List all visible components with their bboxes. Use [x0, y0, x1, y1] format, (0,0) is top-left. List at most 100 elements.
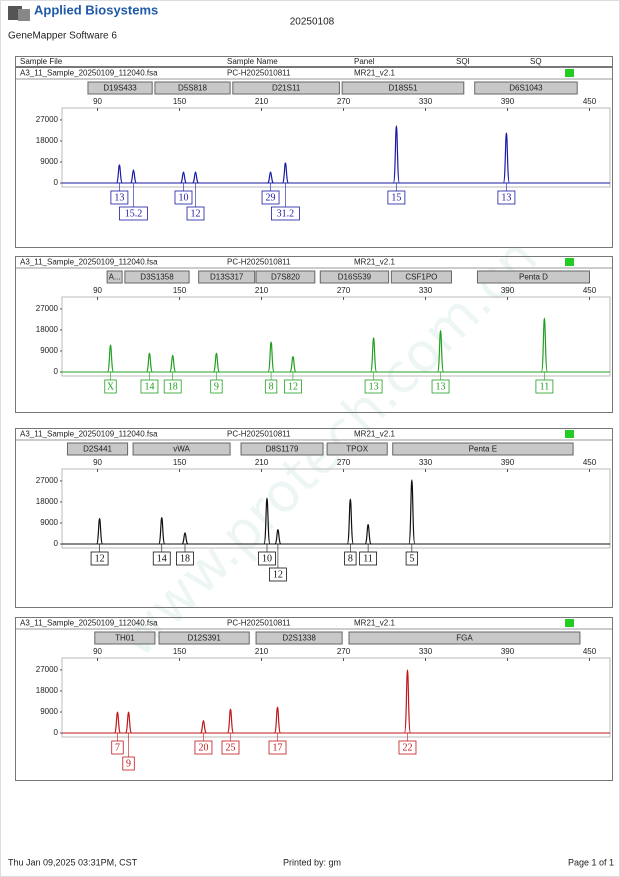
peak	[158, 517, 166, 545]
marker-name: Penta E	[469, 445, 497, 454]
peak	[274, 529, 282, 545]
y-tick-label: 27000	[36, 665, 59, 674]
allele-box	[398, 740, 417, 755]
peak	[199, 720, 208, 734]
allele-label: 11	[363, 553, 373, 564]
allele-box	[268, 740, 287, 755]
plot-frame	[61, 657, 611, 738]
peak	[263, 497, 271, 545]
panel: A3_11_Sample_20250109_112040.fsa PC-H2025…	[15, 617, 613, 781]
x-tick-label: 450	[583, 458, 597, 467]
marker-box	[474, 81, 578, 95]
panel-frame	[15, 428, 613, 608]
marker-box	[232, 81, 340, 95]
y-tick-label: 9000	[40, 518, 58, 527]
x-tick-label: 450	[583, 647, 597, 656]
panel: A3_11_Sample_20250109_112040.fsa PC-H2025…	[15, 67, 613, 248]
peak	[289, 356, 297, 373]
allele-box	[152, 551, 171, 566]
x-tick-label: 330	[419, 286, 433, 295]
allele-box	[258, 551, 276, 566]
sample-file: A3_11_Sample_20250109_112040.fsa	[20, 619, 158, 628]
marker-name: Penta D	[519, 273, 548, 282]
panel-name: MR21_v2.1	[354, 619, 395, 628]
brand: Applied Biosystems	[34, 2, 158, 17]
peak	[192, 171, 199, 184]
plot-frame	[61, 107, 611, 188]
x-tick-label: 150	[173, 97, 187, 106]
x-tick-label: 270	[337, 647, 351, 656]
marker-box	[348, 631, 581, 645]
marker-name: FGA	[456, 634, 473, 643]
sample-file: A3_11_Sample_20250109_112040.fsa	[20, 430, 158, 439]
sample-name: PC-H2025010811	[227, 619, 291, 628]
peak	[124, 711, 133, 734]
marker-box	[132, 442, 231, 456]
x-tick-label: 150	[173, 647, 187, 656]
allele-box	[264, 379, 278, 394]
allele-label: 8	[348, 553, 353, 564]
allele-label: 5	[409, 553, 414, 564]
y-tick-label: 0	[54, 539, 59, 548]
x-tick-label: 210	[255, 97, 269, 106]
peak	[169, 354, 177, 373]
allele-box	[210, 379, 223, 394]
marker-name: D6S1043	[509, 84, 543, 93]
marker-name: D19S433	[103, 84, 137, 93]
peak	[392, 125, 400, 184]
x-tick-label: 90	[93, 97, 102, 106]
allele-box	[104, 379, 117, 394]
allele-label: 9	[126, 758, 131, 769]
allele-box	[163, 379, 182, 394]
marker-box	[240, 442, 324, 456]
marker-box	[326, 442, 388, 456]
sq-flag	[565, 258, 574, 266]
col-header: SQI	[456, 57, 470, 66]
peak	[226, 708, 235, 734]
allele-box	[269, 567, 287, 582]
logo-box	[18, 9, 30, 21]
x-tick-label: 390	[501, 458, 515, 467]
marker-name: D16S539	[338, 273, 372, 282]
peak	[436, 330, 445, 373]
x-tick-label: 210	[255, 647, 269, 656]
peak	[106, 344, 115, 373]
y-tick-label: 0	[54, 178, 59, 187]
marker-box	[390, 270, 452, 284]
peak	[181, 532, 189, 545]
allele-label: 13	[436, 381, 446, 392]
panel: A3_11_Sample_20250109_112040.fsa PC-H2025…	[15, 256, 613, 413]
y-tick-label: 18000	[36, 497, 59, 506]
x-tick-label: 270	[337, 97, 351, 106]
allele-box	[359, 551, 378, 566]
allele-label: 20	[198, 742, 208, 753]
allele-box	[110, 190, 129, 205]
x-tick-label: 450	[583, 97, 597, 106]
allele-label: 25	[225, 742, 235, 753]
y-tick-label: 18000	[36, 686, 59, 695]
allele-box	[111, 740, 124, 755]
allele-label: 17	[273, 742, 283, 753]
peak	[212, 352, 221, 373]
y-tick-label: 27000	[36, 115, 59, 124]
panel-name: MR21_v2.1	[354, 69, 395, 78]
allele-label: 14	[157, 553, 167, 564]
x-tick-label: 90	[93, 458, 102, 467]
allele-box	[497, 190, 516, 205]
y-tick-label: 18000	[36, 325, 59, 334]
logo	[8, 6, 30, 21]
sample-file: A3_11_Sample_20250109_112040.fsa	[20, 258, 158, 267]
marker-box	[106, 270, 123, 284]
marker-box	[198, 270, 256, 284]
y-tick-label: 27000	[36, 304, 59, 313]
allele-box	[535, 379, 554, 394]
x-tick-label: 330	[419, 458, 433, 467]
peak	[95, 517, 104, 545]
footer-page: Page 1 of 1	[568, 857, 614, 867]
peak	[540, 317, 548, 373]
x-tick-label: 330	[419, 97, 433, 106]
marker-name: TH01	[115, 634, 135, 643]
allele-box	[186, 206, 205, 221]
allele-label: 18	[168, 381, 178, 392]
marker-box	[124, 270, 190, 284]
